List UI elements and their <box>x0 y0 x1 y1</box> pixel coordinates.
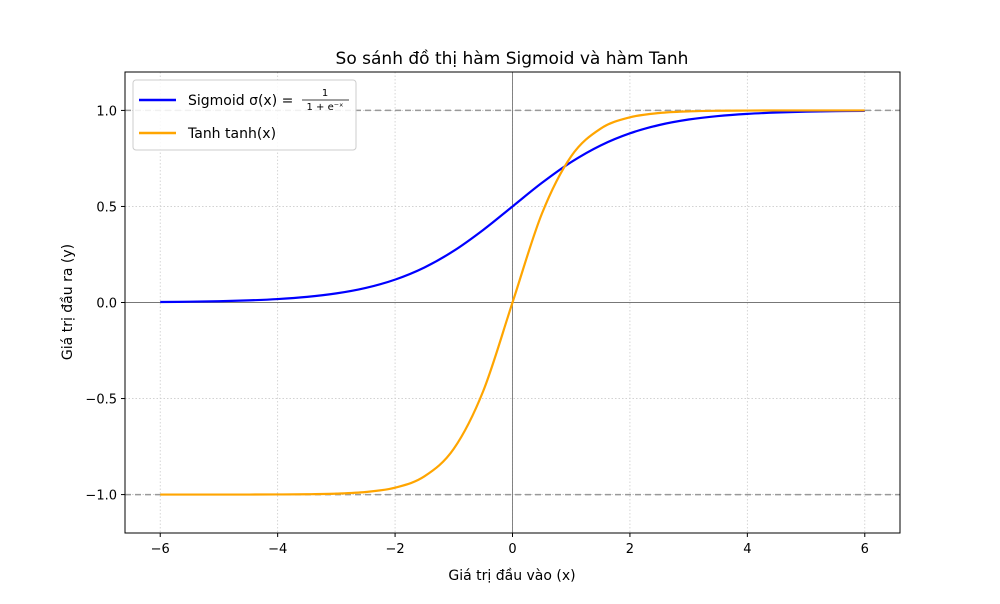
series-line-sigmoid <box>160 109 865 304</box>
x-tick-label: −4 <box>268 542 287 557</box>
legend-label-sigmoid: Sigmoid σ(x) = <box>188 93 293 109</box>
y-tick-label: −0.5 <box>85 393 117 408</box>
x-ticks: −6 −4 −2 0 2 4 6 <box>151 533 869 557</box>
x-tick-label: 6 <box>861 542 869 557</box>
legend: Sigmoid σ(x) = 1 1 + e⁻ˣ Tanh tanh(x) <box>132 79 357 151</box>
x-tick-label: 4 <box>743 542 751 557</box>
x-tick-label: −2 <box>385 542 404 557</box>
chart-title: So sánh đồ thị hàm Sigmoid và hàm Tanh <box>336 48 689 69</box>
y-tick-label: −1.0 <box>85 489 117 504</box>
series-line-tanh <box>160 109 865 496</box>
x-tick-label: 2 <box>626 542 634 557</box>
y-ticks: −1.0 −0.5 0.0 0.5 1.0 <box>85 104 125 504</box>
x-tick-label: 0 <box>508 542 516 557</box>
y-tick-label: 0.0 <box>96 297 117 312</box>
legend-formula-denominator: 1 + e⁻ˣ <box>307 102 344 113</box>
y-axis-label: Giá trị đầu ra (y) <box>60 244 76 360</box>
legend-label-tanh: Tanh tanh(x) <box>187 126 276 142</box>
y-tick-label: 1.0 <box>96 104 117 119</box>
series-lines <box>160 109 865 496</box>
y-tick-label: 0.5 <box>96 200 117 215</box>
legend-box <box>132 79 357 151</box>
x-axis-label: Giá trị đầu vào (x) <box>448 568 575 584</box>
legend-formula-numerator: 1 <box>322 88 328 99</box>
x-tick-label: −6 <box>151 542 170 557</box>
